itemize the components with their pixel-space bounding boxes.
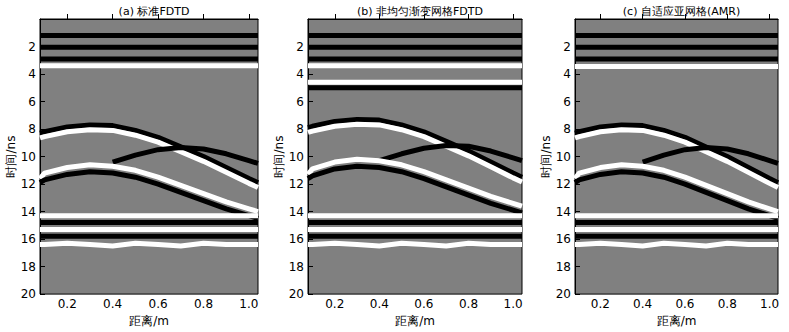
svg-text:10: 10 [21,150,36,164]
svg-text:1.0: 1.0 [504,297,523,311]
svg-text:时间/ns: 时间/ns [272,136,286,178]
svg-text:16: 16 [556,232,571,246]
svg-text:4: 4 [28,67,36,81]
svg-text:10: 10 [556,150,571,164]
svg-text:0.8: 0.8 [459,297,478,311]
svg-text:时间/ns: 时间/ns [539,136,553,178]
svg-text:0.4: 0.4 [370,297,389,311]
svg-text:14: 14 [556,205,571,219]
svg-text:6: 6 [296,95,304,109]
svg-text:1.0: 1.0 [239,297,258,311]
svg-text:20: 20 [21,287,36,301]
svg-text:0.6: 0.6 [675,297,694,311]
svg-text:0.6: 0.6 [149,297,168,311]
svg-text:距离/m: 距离/m [129,314,169,328]
svg-text:10: 10 [289,150,304,164]
svg-text:0.8: 0.8 [718,297,737,311]
svg-text:2: 2 [563,40,571,54]
svg-text:8: 8 [563,122,571,136]
svg-text:18: 18 [556,260,571,274]
svg-text:0.4: 0.4 [103,297,122,311]
svg-text:8: 8 [296,122,304,136]
svg-text:1.0: 1.0 [760,297,779,311]
svg-text:0.2: 0.2 [325,297,344,311]
svg-text:4: 4 [563,67,571,81]
svg-text:时间/ns: 时间/ns [4,136,18,178]
svg-text:14: 14 [289,205,304,219]
svg-text:8: 8 [28,122,36,136]
svg-text:0.4: 0.4 [633,297,652,311]
svg-text:6: 6 [563,95,571,109]
svg-text:(a) 标准FDTD: (a) 标准FDTD [119,5,190,18]
svg-text:16: 16 [289,232,304,246]
svg-text:14: 14 [21,205,36,219]
svg-text:0.6: 0.6 [414,297,433,311]
svg-text:12: 12 [289,177,304,191]
svg-text:20: 20 [556,287,571,301]
svg-text:0.2: 0.2 [58,297,77,311]
svg-text:4: 4 [296,67,304,81]
svg-text:0.2: 0.2 [591,297,610,311]
svg-text:距离/m: 距离/m [657,314,697,328]
svg-text:距离/m: 距离/m [395,314,435,328]
svg-text:20: 20 [289,287,304,301]
svg-text:6: 6 [28,95,36,109]
svg-text:0.8: 0.8 [194,297,213,311]
svg-text:(b) 非均匀渐变网格FDTD: (b) 非均匀渐变网格FDTD [357,5,483,18]
svg-text:18: 18 [21,260,36,274]
svg-text:2: 2 [296,40,304,54]
svg-text:2: 2 [28,40,36,54]
svg-text:18: 18 [289,260,304,274]
svg-text:12: 12 [556,177,571,191]
svg-text:12: 12 [21,177,36,191]
svg-text:16: 16 [21,232,36,246]
svg-text:(c) 自适应亚网格(AMR): (c) 自适应亚网格(AMR) [623,5,740,18]
